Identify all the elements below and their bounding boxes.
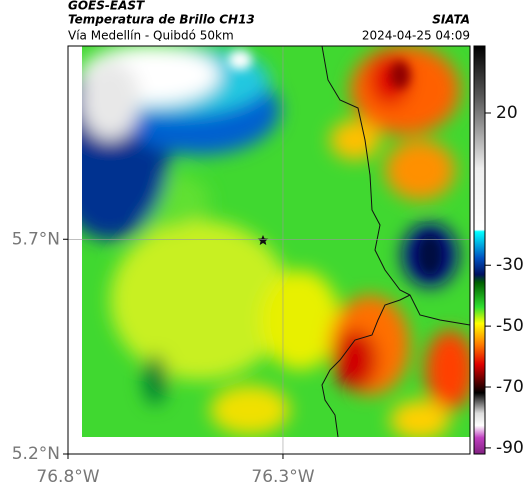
colorbar-tick-label: -70 [496,377,524,397]
brightness-image [82,46,470,437]
timestamp: 2024-04-25 04:09 [362,29,470,43]
y-tick-label: 5.7°N [12,229,60,249]
source: SIATA [432,13,470,27]
colorbar [473,45,486,455]
colorbar-tick-label: -90 [496,438,524,458]
x-tick-label: 76.8°W [36,467,99,487]
colorbar-tick-label: -30 [496,255,524,275]
title: GOES-EAST [68,0,145,13]
subtitle: Temperatura de Brillo CH13 [68,13,255,27]
colorbar-tick-label: 20 [496,103,518,123]
location-marker [257,235,269,245]
x-tick-label: 76.3°W [251,467,314,487]
y-tick-label: 5.2°N [12,444,60,464]
region: Vía Medellín - Quibdó 50km [68,29,234,43]
colorbar-tick-label: -50 [496,316,524,336]
map-frame [67,45,471,455]
colorbar-axis: 20 -30 -50 -70 -90 [485,103,524,458]
